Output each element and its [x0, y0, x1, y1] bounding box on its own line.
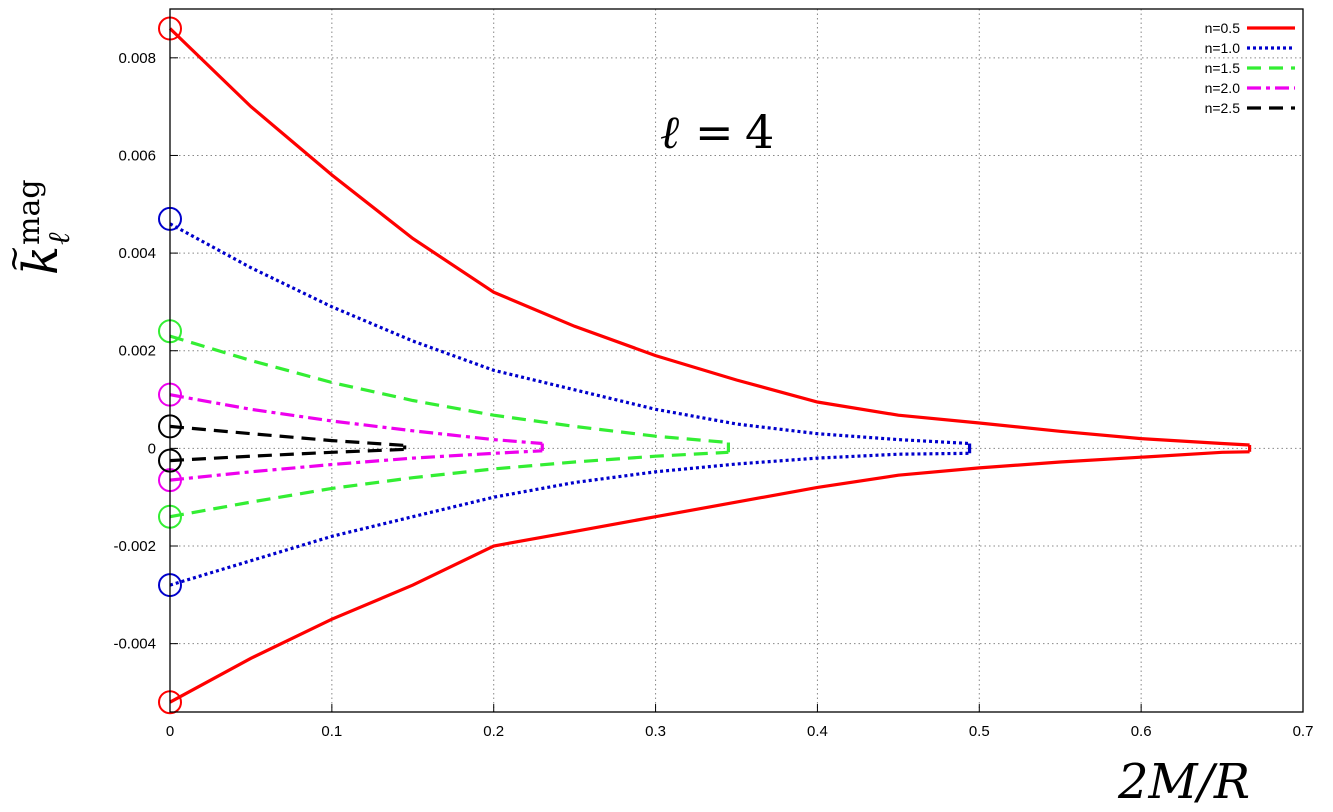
y-tick-label: 0 [148, 440, 156, 457]
x-tick-label: 0.2 [483, 723, 504, 740]
series-n-2-0-lower-line [169, 449, 543, 482]
y-tick-label: -0.004 [113, 636, 156, 653]
series-n-2-5-lower-line [169, 447, 405, 463]
series-layer [168, 27, 1252, 704]
series-n-1-5-lower-line [169, 450, 729, 519]
annotation-operator: = [695, 105, 734, 159]
x-tick-label: 0.4 [807, 723, 828, 740]
y-axis-label-superscript: mag [12, 179, 47, 245]
y-tick-labels: -0.004 -0.002 0 0.002 0.004 0.006 0.008 [113, 50, 156, 653]
legend-label: n=1.0 [1205, 40, 1241, 56]
y-axis-label: k ~ mag ℓ [0, 179, 77, 275]
y-axis-label-base: k [13, 246, 69, 275]
series-n-0-5-lower-line [169, 450, 1250, 704]
x-tick-label: 0 [166, 723, 174, 740]
series-n-1-0-lower-line [169, 451, 970, 587]
x-tick-label: 0.6 [1131, 723, 1152, 740]
y-tick-label: 0.006 [118, 147, 156, 164]
x-tick-label: 0.1 [321, 723, 342, 740]
legend-label: n=2.0 [1205, 80, 1241, 96]
annotation-symbol: ℓ [660, 105, 680, 159]
annotation-value: 4 [745, 105, 774, 159]
legend-label: n=1.5 [1205, 60, 1241, 76]
y-axis-label-accent: ~ [0, 245, 34, 274]
series-n-1-0-upper-line [169, 222, 970, 446]
grid-lines [169, 9, 1304, 712]
x-tick-label: 0.3 [645, 723, 666, 740]
legend: n=0.5 n=1.0 n=1.5 n=2.0 n=2.5 [1205, 20, 1295, 116]
y-axis-label-subscript: ℓ [42, 232, 77, 245]
x-tick-labels: 0 0.1 0.2 0.3 0.4 0.5 0.6 0.7 [166, 723, 1314, 740]
y-tick-label: 0.002 [118, 343, 156, 360]
legend-label: n=2.5 [1205, 100, 1241, 116]
y-tick-label: 0.008 [118, 50, 156, 67]
series-n-2-5-upper-line [169, 424, 405, 447]
series-n-0-5-upper-line [168, 27, 1250, 447]
y-tick-label: -0.002 [113, 538, 156, 555]
series-n-2-0-upper-line [169, 393, 543, 446]
x-axis-label: 2M/R [1117, 754, 1250, 810]
series-n-1-5-upper-line [169, 334, 729, 445]
y-tick-label: 0.004 [118, 245, 156, 262]
plot-frame [169, 8, 1304, 713]
x-tick-label: 0.7 [1293, 723, 1314, 740]
legend-label: n=0.5 [1205, 20, 1241, 36]
x-tick-label: 0.5 [969, 723, 990, 740]
